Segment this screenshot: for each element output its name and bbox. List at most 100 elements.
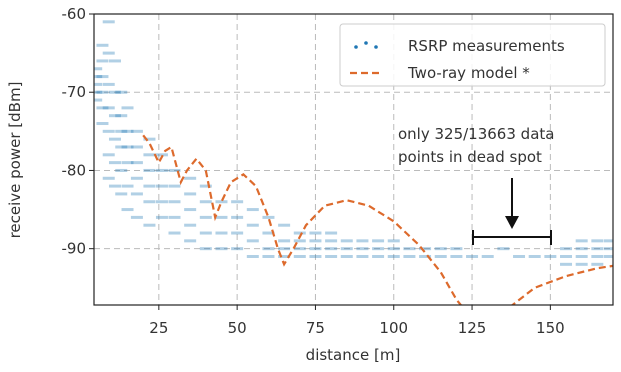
x-tick-label: 50 [228,319,247,337]
scatter-point [356,255,369,258]
scatter-point [102,20,115,24]
scatter-point [143,200,156,204]
scatter-point [115,168,128,172]
scatter-point [544,255,557,258]
scatter-point [121,208,134,212]
y-tick-label: -70 [62,83,87,101]
scatter-point [278,239,291,243]
scatter-point [108,184,121,188]
scatter-point [96,106,109,110]
scatter-point [356,239,369,243]
scatter-point [340,255,353,258]
legend: RSRP measurements Two-ray model * [339,23,606,87]
scatter-point [591,239,604,243]
scatter-point [325,255,338,258]
scatter-point [262,255,275,258]
legend-label: Two-ray model * [407,64,530,82]
scatter-point [231,247,244,251]
scatter-point [143,184,156,188]
scatter-point [115,129,128,133]
scatter-point [115,192,128,196]
scatter-point [115,145,128,149]
scatter-point [356,247,369,251]
y-tick-label: -60 [62,5,87,23]
scatter-point [419,255,432,258]
scatter-point [130,215,143,219]
scatter-point [168,184,181,188]
scatter-point [108,59,121,63]
scatter-point [403,247,416,251]
scatter-point [325,239,338,243]
plot-area [94,20,613,305]
scatter-point [231,231,244,235]
scatter-point [199,200,212,204]
scatter-point [419,247,432,251]
scatter-point [434,255,447,258]
scatter-point [96,59,109,63]
y-tick-label: -90 [62,240,87,258]
scatter-point [130,192,143,196]
scatter-point [108,114,121,118]
scatter-point [121,106,134,110]
scatter-point [231,200,244,204]
scatter-point [130,145,143,149]
scatter-point [102,153,115,157]
y-tick-label: -80 [62,161,87,179]
scatter-point [591,255,604,258]
scatter-point [560,255,573,258]
scatter-point [278,255,291,258]
scatter-point [560,262,573,266]
scatter-point [231,215,244,219]
scatter-point [199,247,212,251]
scatter-point [372,255,385,258]
scatter-point [262,247,275,251]
scatter-point [309,231,322,235]
scatter-point [168,215,181,219]
scatter-point [102,106,115,110]
scatter-point [168,200,181,204]
scatter-point [528,255,541,258]
scatter-point [96,122,109,126]
scatter-point [603,255,613,258]
scatter-point [215,231,228,235]
scatter-point [387,247,400,251]
scatter-point [155,215,168,219]
scatter-point [325,247,338,251]
scatter-point [246,223,259,227]
scatter-point [309,239,322,243]
scatter-point [143,168,156,172]
scatter-point [121,184,134,188]
scatter-point [102,51,115,55]
scatter-point [497,247,510,251]
scatter-point [278,223,291,227]
scatter-point [143,223,156,227]
legend-label: RSRP measurements [408,37,565,55]
scatter-point [184,192,197,196]
scatter-point [96,43,109,47]
scatter-point [246,208,259,212]
scatter-point [387,255,400,258]
ticks: 25 50 75 100 125 150 -60 -70 -80 -90 [62,5,565,337]
scatter-point [372,247,385,251]
scatter-point [591,247,604,251]
scatter-point [372,239,385,243]
scatter-point [96,90,109,94]
legend-marker [354,45,358,49]
scatter-point [575,239,588,243]
scatter-point [108,137,121,141]
scatter-point [155,200,168,204]
scatter-point [94,82,103,86]
scatter-point [450,255,463,258]
scatter-point [481,255,494,258]
x-tick-label: 75 [306,319,325,337]
annotation: points in dead spot [398,148,542,166]
x-tick-label: 125 [458,319,487,337]
scatter-point [575,247,588,251]
scatter-point [94,67,103,71]
dead-spot-marker [472,178,552,245]
scatter-point [340,247,353,251]
scatter-point [575,255,588,258]
scatter-point [325,231,338,235]
scatter-point [591,262,604,266]
